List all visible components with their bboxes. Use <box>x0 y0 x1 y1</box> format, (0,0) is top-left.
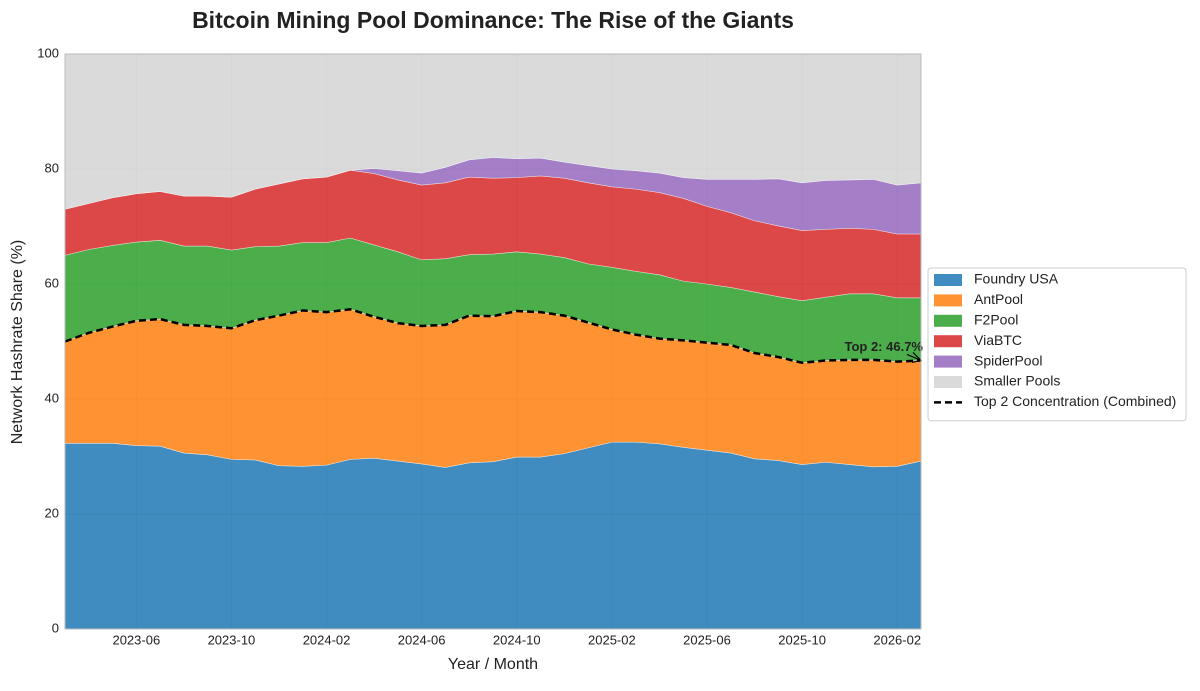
x-tick-label: 2025-02 <box>588 632 636 647</box>
legend-label: Foundry USA <box>974 271 1059 287</box>
legend-swatch <box>934 294 962 307</box>
legend-swatch <box>934 376 962 388</box>
plot-frame <box>64 53 922 630</box>
x-tick-label: 2023-06 <box>112 632 160 647</box>
legend-label: F2Pool <box>974 312 1018 328</box>
y-tick-label: 100 <box>37 45 59 60</box>
y-tick-label: 40 <box>45 390 59 405</box>
legend-label: ViaBTC <box>974 332 1022 348</box>
x-tick-label: 2024-10 <box>493 632 541 647</box>
annotation: Top 2: 46.7% <box>844 339 923 354</box>
legend-label: Smaller Pools <box>974 373 1060 389</box>
y-tick-label: 80 <box>45 160 59 175</box>
legend-swatch <box>934 355 962 368</box>
x-axis-label: Year / Month <box>448 656 538 673</box>
legend-swatch <box>934 335 962 348</box>
x-tick-label: 2026-02 <box>873 632 921 647</box>
legend-swatch <box>934 274 962 286</box>
x-tick-label: 2025-10 <box>778 632 826 647</box>
y-tick-label: 20 <box>45 505 59 520</box>
area <box>64 441 922 630</box>
x-tick-label: 2025-06 <box>683 632 731 647</box>
legend-label: Top 2 Concentration (Combined) <box>974 393 1176 409</box>
x-tick-label: 2024-06 <box>398 632 446 647</box>
legend-label: SpiderPool <box>974 352 1043 368</box>
line <box>64 308 922 365</box>
y-tick-label: 0 <box>52 620 59 635</box>
legend-box <box>927 267 1187 422</box>
x-tick-label: 2023-10 <box>208 632 256 647</box>
x-tick-label: 2024-02 <box>303 632 351 647</box>
legend-label: AntPool <box>974 291 1023 307</box>
legend-swatch <box>934 314 962 327</box>
chart-title: Bitcoin Mining Pool Dominance: The Rise … <box>192 7 794 33</box>
y-axis-label: Network Hashrate Share (%) <box>9 240 26 445</box>
y-tick-label: 60 <box>45 275 59 290</box>
